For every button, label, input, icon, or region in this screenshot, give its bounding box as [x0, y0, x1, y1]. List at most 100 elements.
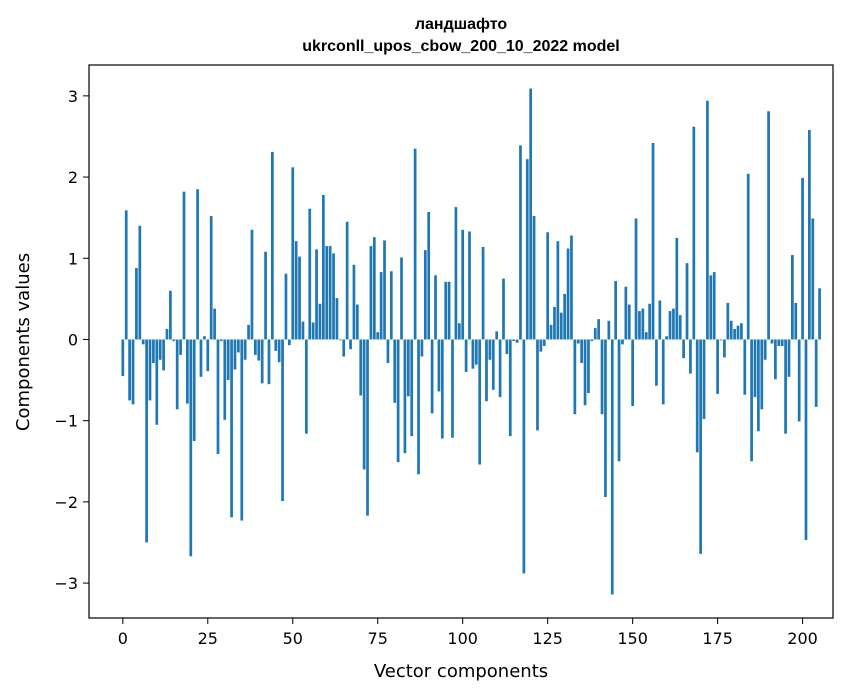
- bar-component-83: [403, 339, 407, 454]
- bar-component-149: [627, 304, 631, 340]
- bar-component-153: [641, 308, 645, 340]
- bar-component-154: [644, 332, 648, 340]
- bar-component-66: [345, 221, 349, 340]
- x-axis-label: Vector components: [374, 661, 548, 682]
- bar-component-63: [335, 298, 339, 340]
- y-axis-label: Components values: [13, 253, 34, 431]
- bar-component-64: [338, 339, 342, 341]
- bar-component-133: [573, 339, 577, 415]
- bar-component-73: [369, 246, 373, 340]
- bar-component-39: [254, 339, 257, 355]
- bar-component-151: [634, 218, 638, 340]
- bar-component-116: [515, 339, 519, 343]
- plot-area-frame: [88, 64, 834, 619]
- bar-component-115: [512, 339, 516, 342]
- y-axis-ticks: −3 −2 −1 0 1 2 3: [54, 87, 89, 593]
- bar-component-60: [325, 246, 329, 340]
- y-tick-label: 3: [68, 87, 78, 106]
- bar-component-89: [423, 250, 427, 340]
- bar-component-0: [121, 339, 125, 377]
- bar-component-180: [733, 328, 736, 340]
- bar-component-56: [311, 322, 315, 340]
- bar-component-45: [274, 339, 278, 351]
- bar-component-55: [308, 208, 312, 340]
- bar-component-122: [536, 339, 539, 431]
- y-tick-label: −3: [54, 574, 78, 593]
- bar-component-77: [383, 240, 386, 340]
- bar-component-30: [223, 339, 227, 420]
- bar-component-4: [135, 268, 138, 340]
- bar-component-88: [420, 339, 424, 357]
- bar-component-166: [685, 263, 689, 340]
- bar-component-110: [495, 331, 499, 340]
- bar-component-104: [474, 339, 478, 365]
- bar-component-147: [621, 339, 624, 345]
- bar-component-108: [488, 339, 492, 360]
- bar-component-87: [417, 339, 420, 475]
- bar-component-190: [767, 111, 770, 340]
- bar-component-94: [440, 339, 444, 439]
- bar-component-197: [791, 255, 794, 340]
- bar-component-9: [152, 339, 155, 364]
- bar-component-129: [559, 312, 563, 340]
- bar-component-176: [719, 339, 723, 341]
- bar-component-139: [593, 328, 597, 340]
- bar-component-102: [468, 231, 471, 340]
- bar-component-127: [553, 306, 556, 340]
- x-tick-label: 0: [118, 629, 128, 648]
- bar-component-111: [498, 339, 502, 398]
- bar-component-40: [257, 339, 261, 361]
- bar-component-32: [230, 339, 233, 518]
- bar-component-5: [138, 225, 142, 340]
- bar-component-195: [784, 339, 787, 434]
- bar-component-181: [736, 325, 740, 340]
- bar-component-119: [525, 159, 529, 340]
- bar-component-24: [203, 336, 206, 340]
- bar-component-70: [359, 339, 363, 396]
- bar-component-205: [818, 288, 821, 340]
- bar-component-68: [352, 264, 356, 340]
- bar-component-186: [753, 339, 757, 398]
- bars-group: [121, 88, 821, 595]
- bar-component-107: [485, 339, 488, 402]
- bar-component-183: [743, 339, 747, 395]
- bar-component-90: [427, 211, 431, 340]
- bar-component-158: [658, 300, 662, 340]
- bar-component-185: [750, 339, 753, 462]
- bar-component-192: [774, 339, 777, 380]
- bar-component-130: [563, 294, 567, 340]
- bar-component-51: [294, 241, 298, 340]
- bar-component-150: [631, 339, 634, 407]
- bar-component-8: [148, 339, 152, 401]
- bar-component-132: [570, 235, 573, 340]
- y-tick-label: 1: [68, 249, 78, 268]
- bar-component-14: [169, 290, 172, 340]
- bar-component-172: [706, 100, 709, 340]
- bar-component-46: [277, 339, 281, 363]
- bar-component-6: [141, 339, 145, 345]
- bar-component-20: [189, 339, 193, 557]
- bar-component-16: [175, 339, 179, 410]
- bar-component-141: [600, 339, 604, 415]
- bar-component-91: [430, 339, 434, 414]
- x-tick-label: 200: [787, 629, 818, 648]
- x-tick-label: 175: [702, 629, 733, 648]
- bar-component-200: [801, 177, 804, 340]
- bar-component-112: [502, 278, 505, 340]
- bar-component-163: [675, 237, 679, 340]
- bar-component-99: [457, 323, 461, 340]
- bar-component-31: [226, 339, 230, 381]
- bar-component-165: [682, 339, 685, 359]
- bar-component-38: [250, 229, 254, 340]
- bar-component-123: [539, 339, 543, 352]
- bar-component-126: [549, 324, 553, 340]
- bar-component-143: [607, 320, 611, 340]
- bar-component-124: [542, 339, 546, 346]
- bar-component-92: [434, 275, 437, 340]
- bar-component-75: [376, 332, 380, 340]
- x-tick-label: 25: [198, 629, 218, 648]
- bar-component-61: [328, 246, 332, 340]
- bar-component-178: [726, 302, 730, 340]
- bar-component-168: [692, 126, 696, 340]
